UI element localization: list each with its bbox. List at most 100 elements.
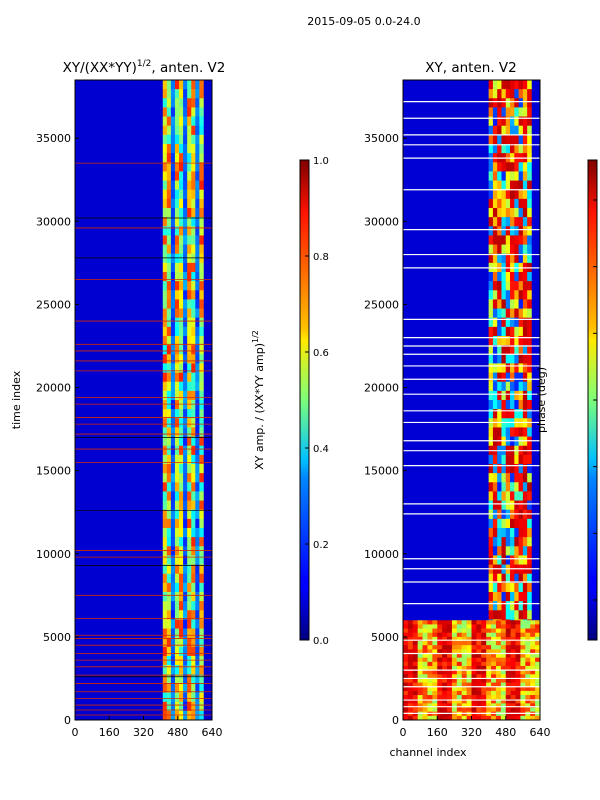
heatmap-cell — [199, 637, 204, 648]
heatmap-cell — [497, 235, 502, 245]
heatmap-cell — [187, 518, 192, 529]
heatmap-cell — [183, 217, 188, 227]
panel-amplitude-title-suffix: , anten. V2 — [151, 60, 225, 76]
noise-cell — [471, 699, 477, 704]
heatmap-cell — [514, 317, 519, 328]
heatmap-cell — [179, 454, 184, 465]
heatmap-cell — [166, 153, 172, 163]
heatmap-cell — [179, 116, 184, 127]
noise-cell — [466, 703, 472, 708]
heatmap-cell — [501, 582, 507, 593]
heatmap-cell — [195, 98, 200, 108]
y-tick-label: 10000 — [364, 548, 399, 561]
heatmap-cell — [497, 345, 502, 355]
heatmap-cell — [174, 326, 180, 337]
heatmap-cell — [162, 528, 168, 538]
heatmap-cell — [492, 473, 498, 483]
heatmap-cell — [522, 217, 528, 227]
heatmap-cell — [510, 290, 515, 300]
heatmap-cell — [179, 528, 184, 538]
noise-cell — [427, 707, 433, 712]
noise-cell — [535, 707, 541, 712]
heatmap-cell — [497, 528, 502, 538]
noise-cell — [515, 624, 521, 629]
heatmap-cell — [497, 317, 502, 328]
noise-cell — [412, 699, 418, 704]
heatmap-cell — [195, 436, 200, 447]
heatmap-cell — [199, 409, 204, 419]
heatmap-cell — [199, 107, 204, 117]
noise-cell — [442, 674, 448, 679]
noise-cell — [461, 715, 467, 721]
noise-cell — [403, 695, 409, 700]
heatmap-cell — [191, 464, 196, 474]
heatmap-cell — [191, 427, 196, 437]
heatmap-cell — [191, 628, 196, 639]
heatmap-cell — [195, 372, 200, 383]
heatmap-cell — [170, 226, 176, 236]
noise-cell — [535, 678, 541, 683]
heatmap-cell — [501, 601, 507, 611]
noise-cell — [476, 645, 482, 650]
heatmap-cell — [527, 363, 532, 373]
noise-cell — [432, 715, 438, 721]
noise-cell — [515, 703, 521, 708]
heatmap-cell — [170, 418, 176, 428]
heatmap-cell — [488, 336, 494, 346]
heatmap-cell — [514, 134, 519, 145]
heatmap-cell — [166, 637, 172, 648]
noise-cell — [510, 661, 516, 667]
noise-cell — [451, 653, 458, 658]
heatmap-cell — [179, 107, 184, 117]
noise-cell — [481, 624, 487, 629]
heatmap-cell — [522, 354, 528, 364]
heatmap-cell — [505, 281, 511, 291]
heatmap-cell — [514, 89, 519, 99]
heatmap-cell — [162, 509, 168, 520]
heatmap-cell — [183, 592, 188, 602]
heatmap-cell — [518, 317, 524, 328]
noise-cell — [481, 682, 487, 688]
noise-cell — [437, 715, 443, 721]
heatmap-cell — [162, 244, 168, 255]
heatmap-cell — [183, 400, 188, 410]
heatmap-cell — [505, 473, 511, 483]
noise-cell — [476, 715, 482, 721]
heatmap-cell — [170, 98, 176, 108]
noise-cell — [471, 678, 477, 683]
noise-cell — [417, 624, 423, 629]
heatmap-cell — [510, 573, 515, 584]
panel-phase-xlabel: channel index — [389, 746, 467, 759]
heatmap-cell — [183, 528, 188, 538]
noise-cell — [437, 670, 443, 675]
heatmap-cell — [505, 198, 511, 209]
heatmap-cell — [510, 89, 515, 99]
heatmap-cell — [183, 235, 188, 245]
heatmap-cell — [501, 308, 507, 319]
heatmap-cell — [522, 555, 528, 565]
noise-cell — [412, 695, 418, 700]
heatmap-cell — [501, 454, 507, 465]
noise-cell — [515, 653, 521, 658]
heatmap-cell — [527, 80, 532, 90]
noise-cell — [520, 682, 526, 688]
noise-cell — [422, 686, 428, 692]
heatmap-cell — [170, 134, 176, 145]
heatmap-cell — [162, 308, 168, 319]
heatmap-cell — [183, 272, 188, 282]
noise-cell — [412, 715, 418, 721]
heatmap-cell — [170, 125, 176, 136]
heatmap-cell — [488, 171, 494, 181]
heatmap-cell — [514, 125, 519, 136]
heatmap-cell — [518, 592, 524, 602]
noise-cell — [427, 620, 433, 625]
heatmap-cell — [191, 710, 196, 721]
heatmap-cell — [510, 336, 515, 346]
noise-cell — [510, 674, 516, 679]
noise-cell — [476, 674, 482, 679]
heatmap-cell — [162, 262, 168, 273]
heatmap-cell — [514, 601, 519, 611]
heatmap-cell — [527, 537, 532, 547]
heatmap-cell — [505, 189, 511, 200]
heatmap-cell — [488, 363, 494, 373]
